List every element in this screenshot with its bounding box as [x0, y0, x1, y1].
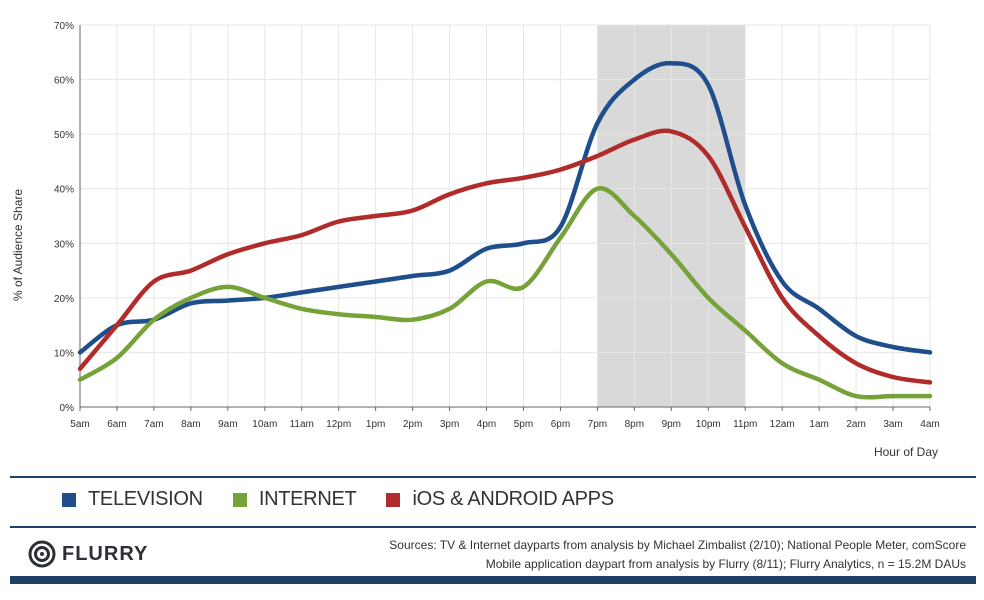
x-tick-label: 7am [144, 419, 163, 430]
x-tick-label: 10am [252, 419, 277, 430]
x-tick-label: 5pm [514, 419, 533, 430]
x-tick-label: 12am [770, 419, 795, 430]
line-chart: 0% 10% 20% 30% 40% 50% 60% 70% 5am 6am 7am 8am 9am 10… [11, 21, 940, 459]
series-line-internet [77, 186, 933, 400]
x-tick-label: 7pm [588, 419, 607, 430]
series-line-apps [77, 128, 933, 385]
y-tick-label: 40% [54, 185, 74, 196]
sources-line-2: Mobile application daypart from analysis… [485, 557, 966, 571]
x-tick-label: 2pm [403, 419, 422, 430]
y-tick-label: 50% [54, 130, 74, 141]
x-tick-label: 4pm [477, 419, 496, 430]
x-tick-label: 1pm [366, 419, 385, 430]
y-tick-label: 10% [54, 348, 74, 359]
flurry-logo: FLURRY [28, 540, 148, 568]
x-tick-label: 12pm [326, 419, 351, 430]
x-tick-label: 10pm [696, 419, 721, 430]
y-tick-label: 0% [60, 403, 75, 414]
x-tick-label: 2am [846, 419, 865, 430]
flurry-logo-text: FLURRY [62, 542, 149, 565]
legend-swatch-internet [232, 492, 247, 507]
flurry-swirl-icon [28, 540, 56, 568]
legend-swatch-television [62, 492, 76, 507]
x-axis-title: Hour of Day [874, 445, 938, 459]
y-tick-label: 20% [54, 294, 74, 305]
y-axis-title: % of Audience Share [11, 189, 25, 301]
legend: TELEVISION INTERNET iOS & ANDROID APPS [62, 488, 644, 511]
legend-label-internet: INTERNET [258, 488, 357, 510]
sources-note: Sources: TV & Internet dayparts from ana… [389, 536, 966, 574]
top-divider [10, 476, 976, 478]
x-tick-label: 4am [920, 419, 939, 430]
x-tick-label: 6pm [551, 419, 570, 430]
x-tick-label: 11am [290, 419, 314, 430]
sources-line-1: Sources: TV & Internet dayparts from ana… [389, 538, 966, 552]
x-tick-label: 8pm [625, 419, 644, 430]
x-tick-label: 9am [218, 419, 237, 430]
x-tick-label: 3pm [440, 419, 459, 430]
legend-item-apps: iOS & ANDROID APPS [386, 488, 614, 511]
x-tick-label: 1am [809, 419, 828, 430]
x-tick-label: 11pm [733, 419, 757, 430]
legend-label-television: TELEVISION [88, 488, 203, 510]
bottom-bar [10, 576, 976, 584]
y-tick-label: 30% [54, 239, 74, 250]
x-tick-label: 6am [107, 419, 126, 430]
legend-item-television: TELEVISION [62, 488, 203, 511]
legend-swatch-apps [386, 492, 401, 507]
legend-label-apps: iOS & ANDROID APPS [412, 488, 614, 510]
series-line-television [77, 60, 933, 355]
y-tick-label: 60% [54, 76, 74, 87]
footer-divider [10, 526, 976, 528]
x-tick-label: 8am [181, 419, 200, 430]
x-tick-label: 5am [70, 419, 89, 430]
x-tick-label: 9pm [662, 419, 681, 430]
plot-area: 0% 10% 20% 30% 40% 50% 60% 70% 5am 6am 7am 8am 9am 10… [54, 21, 940, 430]
legend-item-internet: INTERNET [232, 488, 357, 511]
x-tick-label: 3am [883, 419, 902, 430]
y-tick-label: 70% [54, 21, 74, 32]
